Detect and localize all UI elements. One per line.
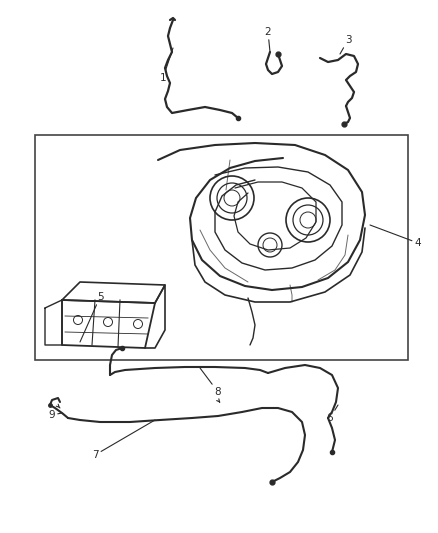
Text: 5: 5 <box>80 292 103 342</box>
Text: 6: 6 <box>327 405 338 423</box>
Text: 4: 4 <box>370 225 421 248</box>
Text: 8: 8 <box>200 368 221 397</box>
Text: 1: 1 <box>160 48 173 83</box>
Text: 3: 3 <box>340 35 351 54</box>
Text: 9: 9 <box>48 410 62 420</box>
Text: 2: 2 <box>265 27 271 52</box>
Bar <box>35 135 408 360</box>
Text: 7: 7 <box>92 420 155 460</box>
